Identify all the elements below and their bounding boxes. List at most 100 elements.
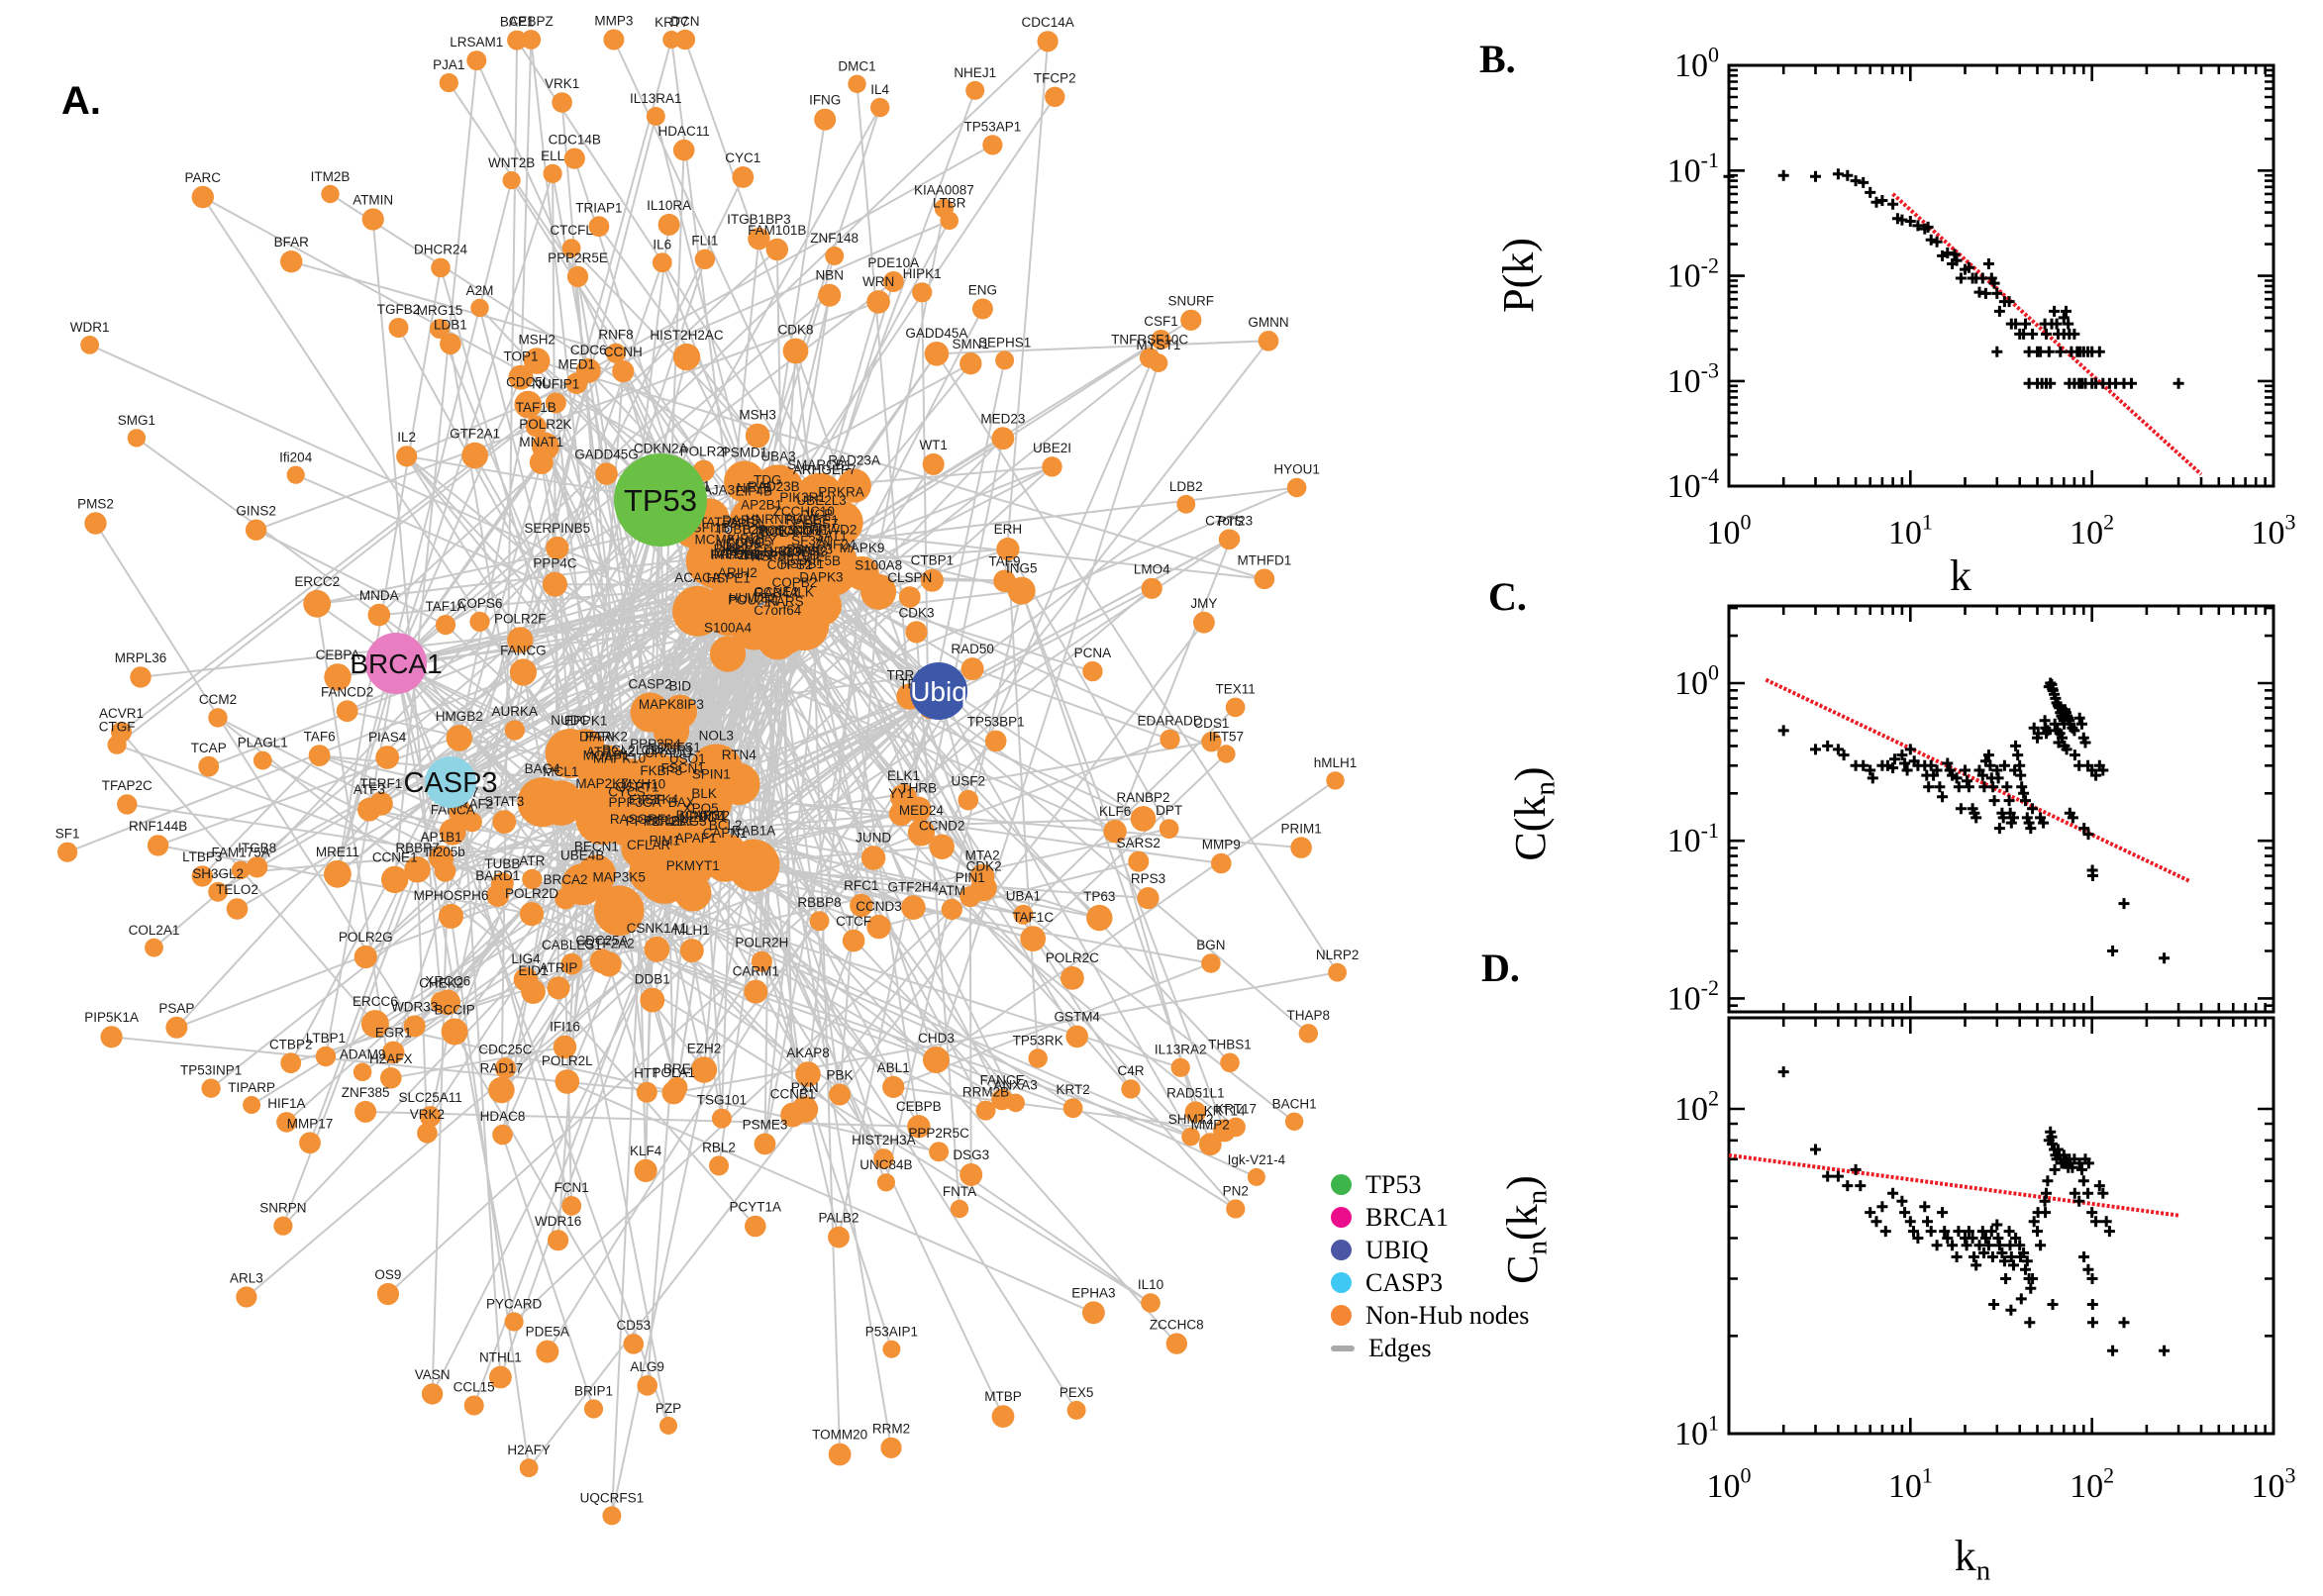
node-label: FANCE <box>980 1073 1025 1088</box>
network-edge <box>387 740 997 1295</box>
network-node <box>1180 309 1202 331</box>
network-edge <box>673 971 1338 1094</box>
node-label: PIAS4 <box>368 730 407 745</box>
node-label: WRN <box>862 274 894 289</box>
network-node <box>880 1437 902 1458</box>
node-label: PIN1 <box>956 870 985 885</box>
node-label: CDC5L <box>506 375 551 390</box>
node-label: ELL <box>541 149 565 163</box>
node-label: CCDC5 <box>726 535 772 549</box>
network-node <box>545 392 566 414</box>
network-edge <box>406 219 951 457</box>
network-node <box>280 1052 302 1073</box>
network-node <box>751 950 772 972</box>
network-node <box>873 1148 894 1169</box>
node-label: JMY <box>1190 596 1217 611</box>
legend-label: BRCA1 <box>1365 1202 1449 1232</box>
network-node <box>996 538 1020 561</box>
node-label: PCNA <box>1074 646 1112 660</box>
network-node <box>672 585 723 637</box>
node-label: VRK1 <box>545 76 579 91</box>
node-label: ATP2A2 <box>586 745 635 759</box>
node-label: FLI1 <box>691 234 718 249</box>
network-node <box>446 725 473 751</box>
network-node <box>870 97 890 118</box>
network-node <box>882 1340 901 1358</box>
y-tick-label: 10-3 <box>1667 358 1719 400</box>
node-label: UBE4B <box>560 848 604 862</box>
node-label: CHD3 <box>918 1031 955 1046</box>
network-edge <box>319 754 630 788</box>
network-node <box>226 898 249 920</box>
network-node <box>1328 962 1347 982</box>
network-node <box>519 902 545 927</box>
network-node <box>1184 1101 1207 1123</box>
network-edge <box>176 825 705 1029</box>
network-node <box>404 856 431 883</box>
legend-item-brca1: BRCA1 <box>1331 1201 1529 1234</box>
network-node <box>439 73 458 93</box>
x-tick-label: 103 <box>2252 1463 2296 1505</box>
node-label: STAT3 <box>484 794 524 809</box>
node-label: CCND2 <box>919 819 965 834</box>
network-edge <box>120 382 577 734</box>
network-edge <box>1020 590 1212 1146</box>
node-label: LIG4 <box>511 951 541 966</box>
node-label: KRT14 <box>1204 1103 1246 1118</box>
network-node <box>1037 31 1059 52</box>
legend-label: Edges <box>1368 1333 1432 1362</box>
network-node <box>354 1100 377 1123</box>
node-label: PLAGL1 <box>238 736 288 750</box>
node-label: DDB1 <box>635 972 670 987</box>
network-node-labels: TCAP Ifi204 H2AFY ZCCHC8 SMG1 TP53INP1 P53AIP1… <box>55 14 1360 1506</box>
network-node <box>672 139 695 161</box>
node-label: ITGB1BP3 <box>727 212 791 227</box>
network-node <box>634 1158 657 1182</box>
node-label: DMC1 <box>838 59 875 74</box>
axis-frame <box>1727 604 2275 1014</box>
node-label: CEBPB <box>896 1099 942 1114</box>
node-label: FCN1 <box>555 1180 589 1195</box>
node-label: ATMIN <box>353 192 393 207</box>
node-label: RAB1A <box>732 824 775 839</box>
network-edge <box>775 249 794 1116</box>
network-node <box>593 885 645 936</box>
network-node <box>492 810 517 834</box>
node-label: HNRNPUL1 <box>746 512 818 527</box>
network-hubs: TP53 BRCA1 Ubiq CASP3 <box>350 453 967 808</box>
network-node <box>1284 1112 1304 1132</box>
network-node <box>439 818 466 846</box>
node-label: RAD51L1 <box>1166 1085 1225 1100</box>
node-label: PXN <box>791 1080 819 1095</box>
node-label: HIF1A <box>267 1096 305 1111</box>
network-node <box>960 657 984 681</box>
node-label: EDARADD <box>1137 714 1202 729</box>
node-label: BAX <box>668 795 695 810</box>
network-node <box>923 1047 950 1073</box>
node-label: PTS <box>1218 514 1244 529</box>
node-label: RNF144B <box>129 819 187 834</box>
network-node <box>403 1015 426 1038</box>
hub-node-brca1 <box>365 633 427 694</box>
node-label: TRIAP1 <box>575 200 622 215</box>
x-tick-label: 101 <box>1888 510 1933 551</box>
network-edge <box>374 1023 940 1153</box>
node-label: GADD45G <box>574 447 639 461</box>
node-label: YY1 <box>888 786 914 801</box>
x-axis-title: kn <box>1955 1532 1991 1587</box>
network-node <box>1170 1057 1190 1077</box>
node-label: SF1 <box>55 827 80 842</box>
node-label: CYCS <box>608 785 646 800</box>
node-label: BAG3 <box>671 814 707 829</box>
network-node <box>646 107 665 126</box>
node-label: RPS3 <box>1131 871 1165 886</box>
network-node <box>876 1173 896 1192</box>
node-label: TP63 <box>1083 889 1115 904</box>
network-node <box>819 500 863 545</box>
network-node <box>866 290 890 314</box>
network-node <box>357 797 381 822</box>
network-node <box>429 845 454 871</box>
node-label: CEBPZ <box>509 14 554 29</box>
node-label: COPS6 <box>457 596 503 611</box>
